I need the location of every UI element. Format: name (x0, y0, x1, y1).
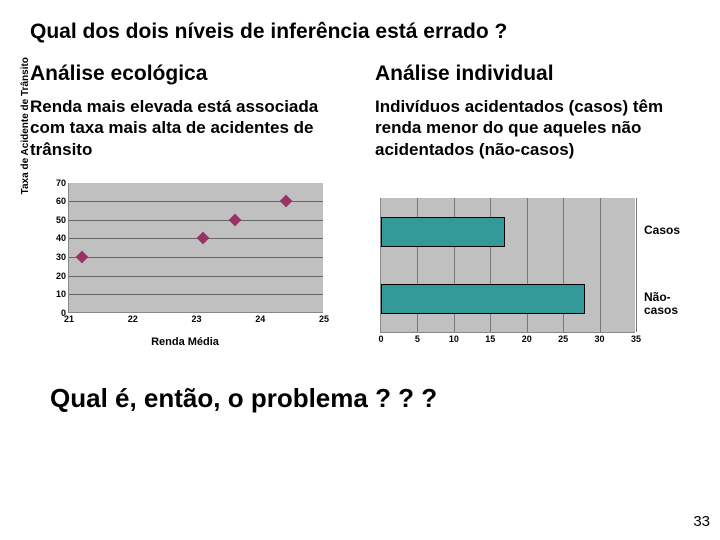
xtick: 0 (378, 332, 383, 344)
left-desc: Renda mais elevada está associada com ta… (30, 96, 345, 160)
right-heading: Análise individual (375, 62, 690, 86)
bar (381, 284, 585, 314)
ytick: 20 (56, 271, 69, 281)
scatter-xlabel: Renda Média (151, 336, 219, 348)
ytick: 30 (56, 252, 69, 262)
gridline (69, 238, 323, 239)
right-column: Análise individual Indivíduos acidentado… (375, 62, 690, 160)
ytick: 50 (56, 215, 69, 225)
xtick: 25 (558, 332, 568, 344)
xtick: 22 (128, 312, 138, 324)
right-desc: Indivíduos acidentados (casos) têm renda… (375, 96, 690, 160)
data-point (228, 214, 241, 227)
xtick: 35 (631, 332, 641, 344)
bar (381, 217, 505, 247)
xtick: 24 (255, 312, 265, 324)
bar-plot-area: 05101520253035CasosNão-casos (380, 198, 635, 333)
data-point (197, 232, 210, 245)
gridline (69, 294, 323, 295)
data-point (75, 251, 88, 264)
xtick: 10 (449, 332, 459, 344)
bar-label: Casos (644, 224, 680, 237)
gridline (636, 198, 637, 332)
xtick: 20 (522, 332, 532, 344)
bar-chart: 0 5 10 15 20 25 30 35 Casos Não-casos (370, 178, 700, 368)
ytick: 70 (56, 178, 69, 188)
scatter-chart: Taxa de Acidente de Trânsito 01020304050… (30, 178, 340, 368)
data-point (279, 195, 292, 208)
scatter-ylabel: Taxa de Acidente de Trânsito (20, 57, 31, 194)
page-title: Qual dos dois níveis de inferência está … (30, 20, 690, 44)
columns: Análise ecológica Renda mais elevada est… (30, 62, 690, 160)
xtick: 15 (485, 332, 495, 344)
bar-label: Não-casos (644, 291, 678, 316)
xtick: 23 (191, 312, 201, 324)
left-heading: Análise ecológica (30, 62, 345, 86)
gridline (69, 276, 323, 277)
scatter-plot-area: 0102030405060702122232425 (68, 183, 323, 313)
charts-row: Taxa de Acidente de Trânsito 01020304050… (30, 178, 690, 368)
xtick: 21 (64, 312, 74, 324)
ytick: 40 (56, 233, 69, 243)
xtick: 30 (595, 332, 605, 344)
xtick: 25 (319, 312, 329, 324)
gridline (69, 257, 323, 258)
left-column: Análise ecológica Renda mais elevada est… (30, 62, 345, 160)
slide-number: 33 (693, 513, 710, 530)
gridline (69, 220, 323, 221)
ytick: 60 (56, 196, 69, 206)
gridline (600, 198, 601, 332)
bottom-question: Qual é, então, o problema ? ? ? (50, 383, 690, 414)
xtick: 5 (415, 332, 420, 344)
ytick: 10 (56, 289, 69, 299)
